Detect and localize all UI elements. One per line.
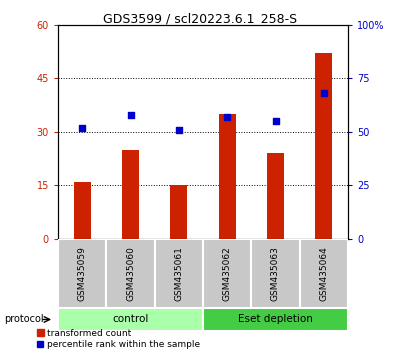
Point <box>79 125 85 130</box>
Text: GSM435059: GSM435059 <box>78 246 87 301</box>
Bar <box>300 239 348 308</box>
Text: GSM435064: GSM435064 <box>319 246 328 301</box>
Bar <box>267 153 284 239</box>
Text: GSM435062: GSM435062 <box>223 246 232 301</box>
Bar <box>58 308 203 331</box>
Text: control: control <box>112 314 149 325</box>
Bar <box>74 182 91 239</box>
Bar <box>315 53 332 239</box>
Text: GSM435061: GSM435061 <box>174 246 183 301</box>
Text: protocol: protocol <box>4 314 44 325</box>
Bar <box>203 239 251 308</box>
Bar <box>170 185 187 239</box>
Point <box>176 127 182 132</box>
Text: GSM435063: GSM435063 <box>271 246 280 301</box>
Bar <box>219 114 236 239</box>
Bar <box>155 239 203 308</box>
Point <box>127 112 134 118</box>
Bar <box>251 239 300 308</box>
Text: Eset depletion: Eset depletion <box>238 314 313 325</box>
Bar <box>58 239 106 308</box>
Point <box>272 118 279 124</box>
Text: GSM435060: GSM435060 <box>126 246 135 301</box>
Bar <box>122 150 139 239</box>
Legend: transformed count, percentile rank within the sample: transformed count, percentile rank withi… <box>36 329 200 349</box>
Point <box>321 91 327 96</box>
Point <box>224 114 230 120</box>
Bar <box>203 308 348 331</box>
Bar <box>106 239 155 308</box>
Text: GDS3599 / scl20223.6.1_258-S: GDS3599 / scl20223.6.1_258-S <box>103 12 297 25</box>
